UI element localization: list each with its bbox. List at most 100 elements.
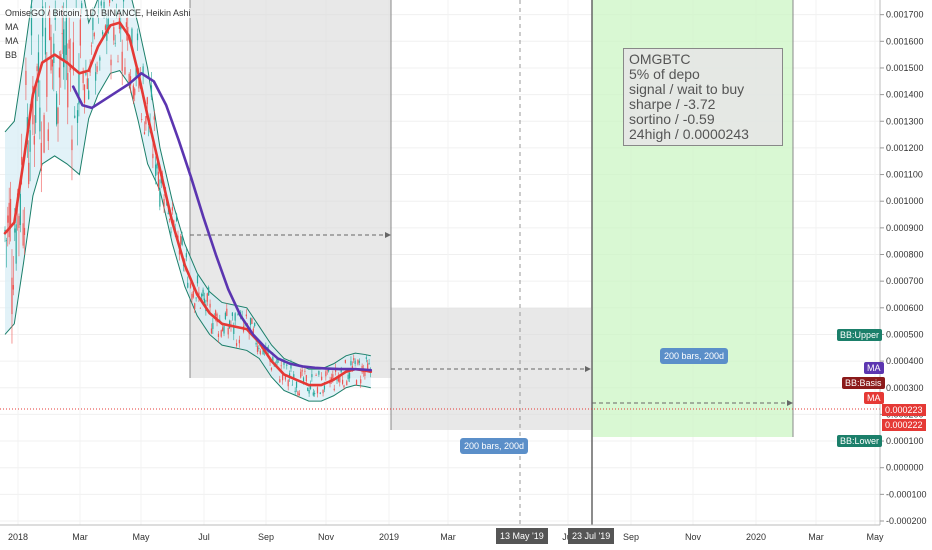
candle-body [35,85,37,123]
candle-body [321,376,323,380]
price-badge-a: 0.000223 [882,404,926,416]
candle-body [332,374,334,380]
candle-body [302,377,305,382]
tag-bb-lower: BB:Lower [837,435,883,447]
candle-body [136,33,139,41]
x-tick-label: May [866,532,884,542]
candle-body [340,369,342,373]
candle-body [304,370,306,372]
y-tick-label: -0.000200 [886,516,927,526]
candle-body [143,132,146,134]
candle-body [258,348,260,349]
candle-body [287,380,289,387]
tag-ma-slow: MA [864,362,884,374]
indicator-bb[interactable]: BB [5,50,18,60]
y-axis: 0.001700 0.001600 0.001500 0.001400 0.001300… [880,10,927,526]
candle-body [191,294,193,300]
candle-body [170,231,172,233]
candle-body [12,285,14,290]
x-tick-label: Nov [685,532,702,542]
candle-body [79,19,81,46]
candle-body [90,45,93,47]
candle-body [7,215,9,223]
candle-body [76,110,79,123]
candle-body [283,360,285,365]
candle-body [255,342,257,345]
candle-body [212,323,214,329]
candle-body [21,156,23,165]
candle-body [153,116,155,120]
candle-body [368,363,370,364]
candle-body [145,115,147,125]
candle-body [316,387,319,394]
indicator-ma-2[interactable]: MA [5,36,19,46]
candle-body [185,253,187,258]
tag-ma-fast: MA [864,392,884,404]
chart-title: OmiseGO / Bitcoin, 1D, BINANCE, Heikin A… [5,8,191,18]
candle-body [85,72,87,75]
candle-body [217,333,220,337]
candle-body [62,29,65,68]
candle-body [64,45,66,62]
candle-body [81,3,83,9]
candle-body [15,224,17,264]
y-tick-label: 0.001000 [886,196,924,206]
candle-body [167,212,169,214]
candle-body [23,227,26,235]
candle-body [121,51,123,71]
candle-body [360,379,362,384]
candle-body [128,73,130,84]
candle-body [298,393,300,396]
candle-body [203,298,206,303]
candle-body [226,308,228,316]
price-badge-b: 0.000222 [882,419,926,431]
candle-body [142,66,144,74]
candle-body [32,85,34,125]
candle-body [103,1,105,12]
y-tick-label: 0.001400 [886,90,924,100]
candle-body [88,90,90,100]
note-line: signal / wait to buy [629,81,745,97]
candle-body [181,236,183,245]
candle-body [245,314,247,317]
candle-body [135,66,137,79]
x-tick-label: 2019 [379,532,399,542]
candle-body [297,391,299,395]
y-tick-label: 0.000700 [886,276,924,286]
candle-body [19,193,21,226]
candle-body [210,328,213,334]
candle-body [57,107,59,124]
candle-body [92,12,94,31]
candle-body [346,381,348,386]
candle-body [222,327,224,332]
y-tick-label: 0.001600 [886,36,924,46]
candle-body [18,215,20,229]
indicator-ma-1[interactable]: MA [5,22,19,32]
candle-body [104,25,107,30]
note-line: 5% of depo [629,66,700,82]
candle-body [68,39,70,49]
x-tick-label: 2018 [8,532,28,542]
candle-body [69,65,72,70]
candle-body [314,393,316,395]
candle-body [100,1,102,6]
candle-body [301,369,303,372]
candle-body [29,130,31,152]
candle-body [152,153,154,159]
candle-body [156,163,158,169]
candle-body [235,343,238,346]
candle-body [25,70,27,86]
candle-body [118,13,120,29]
candle-body [96,66,98,72]
y-tick-label: 0.000600 [886,303,924,313]
strategy-note: OMGBTC 5% of depo signal / wait to buy s… [623,48,783,146]
bb-lower-line [4,70,371,402]
candle-body [262,348,264,355]
y-tick-label: 0.001500 [886,63,924,73]
candle-body [350,360,352,366]
y-tick-label: 0.001300 [886,116,924,126]
candle-body [159,188,161,207]
candle-body [319,392,321,394]
x-badge-current: 13 May '19 [496,528,548,544]
